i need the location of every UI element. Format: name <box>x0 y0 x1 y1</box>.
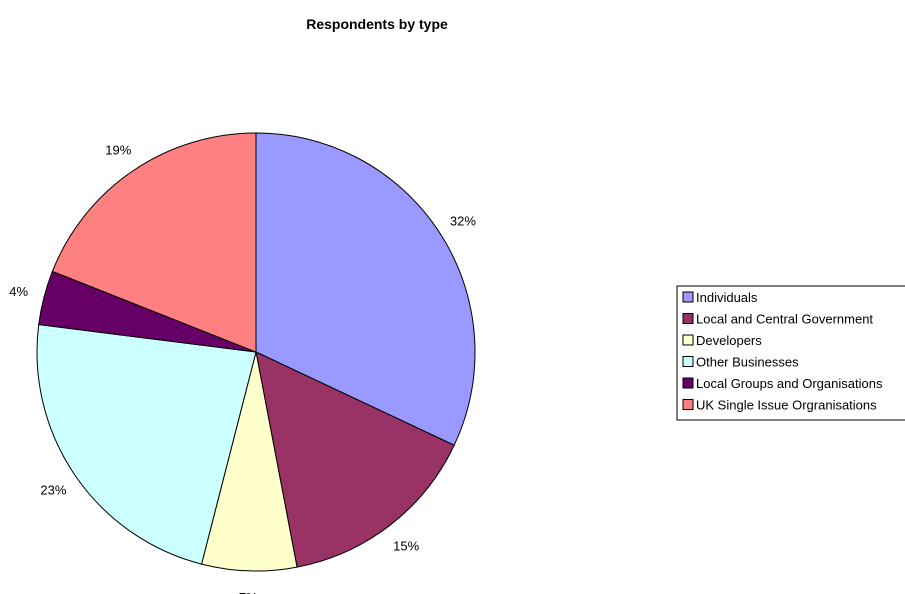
legend: Individuals Local and Central Government D… <box>676 285 905 421</box>
legend-label-developers: Developers <box>696 333 762 348</box>
slice-label-developers: 7% <box>239 590 258 594</box>
pie-slice-other-businesses <box>36 323 257 565</box>
slice-label-other-businesses: 23% <box>40 483 66 498</box>
legend-swatch-local-and-central-government <box>682 313 694 324</box>
pie-slice-local-and-central-government <box>255 351 455 568</box>
legend-label-other-businesses: Other Businesses <box>696 355 799 370</box>
slice-label-uk-single-issue-orgranisations: 19% <box>105 142 131 157</box>
slice-label-local-and-central-government: 15% <box>393 539 419 554</box>
legend-label-local-and-central-government: Local and Central Government <box>696 312 873 327</box>
legend-label-individuals: Individuals <box>696 290 758 305</box>
legend-box <box>676 285 905 421</box>
legend-label-local-groups-and-organisations: Local Groups and Organisations <box>696 376 883 391</box>
legend-swatch-local-groups-and-organisations <box>682 377 694 389</box>
legend-label-uk-single-issue-orgranisations: UK Single Issue Orgranisations <box>696 398 877 413</box>
pie-slices <box>36 132 476 572</box>
legend-swatch-other-businesses <box>682 356 694 367</box>
legend-items: Individuals Local and Central Government D… <box>682 290 883 413</box>
pie-labels: 32% 15% 7% 23% 4% 19% <box>9 142 476 594</box>
pie-slice-uk-single-issue-orgranisations <box>51 132 257 353</box>
legend-swatch-developers <box>682 334 694 346</box>
legend-swatch-uk-single-issue-orgranisations <box>682 399 694 410</box>
chart-title: Respondents by type <box>306 16 448 32</box>
slice-label-local-groups-and-organisations: 4% <box>9 284 28 299</box>
slice-label-individuals: 32% <box>450 214 476 229</box>
legend-swatch-individuals <box>682 291 694 303</box>
pie-slice-individuals <box>255 132 476 446</box>
